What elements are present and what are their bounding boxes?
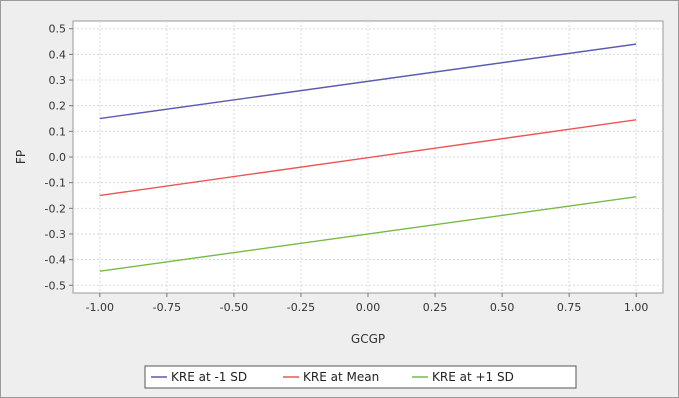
series-lines xyxy=(99,43,637,272)
x-tick-label: -0.25 xyxy=(287,301,315,314)
x-tick-label: -0.50 xyxy=(220,301,248,314)
x-tick-label: 1.00 xyxy=(624,301,649,314)
y-tick-label: -0.2 xyxy=(45,202,66,215)
y-tick-label: 0.4 xyxy=(49,48,67,61)
x-tick-label: -0.75 xyxy=(153,301,181,314)
y-tick-label: -0.3 xyxy=(45,228,66,241)
y-tick-label: -0.4 xyxy=(45,254,66,267)
legend-label-2: KRE at Mean xyxy=(303,370,379,384)
x-tick-label: -1.00 xyxy=(86,301,114,314)
y-axis-label: FP xyxy=(14,150,28,164)
y-tick-label: -0.1 xyxy=(45,177,66,190)
series-line-2 xyxy=(99,119,637,197)
legend-label-1: KRE at -1 SD xyxy=(171,370,247,384)
series-line-1 xyxy=(99,43,637,120)
y-tick-label: 0.0 xyxy=(49,151,67,164)
y-tick-label: -0.5 xyxy=(45,279,66,292)
legend: KRE at -1 SD KRE at Mean KRE at +1 SD xyxy=(144,365,577,389)
axes: -1.00 -0.75 -0.50 -0.25 0.00 0.25 0.50 0.75 1.00… xyxy=(45,23,649,314)
y-tick-label: 0.2 xyxy=(49,100,67,113)
legend-label-3: KRE at +1 SD xyxy=(432,370,514,384)
series-line-3 xyxy=(99,196,637,272)
x-tick-label: 0.00 xyxy=(356,301,381,314)
x-tick-label: 0.50 xyxy=(490,301,515,314)
x-tick-label: 0.75 xyxy=(557,301,582,314)
grid xyxy=(73,21,663,293)
x-tick-label: 0.25 xyxy=(423,301,448,314)
y-tick-label: 0.3 xyxy=(49,74,67,87)
legend-box xyxy=(144,365,577,389)
x-axis-label: GCGP xyxy=(351,332,385,346)
y-tick-label: 0.5 xyxy=(49,23,67,36)
y-tick-label: 0.1 xyxy=(49,125,67,138)
